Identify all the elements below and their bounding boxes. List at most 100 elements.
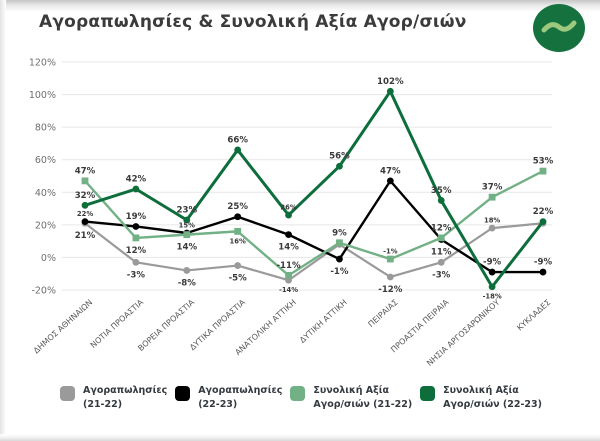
data-point bbox=[386, 273, 394, 281]
data-point bbox=[234, 213, 242, 221]
x-category-label: ΔΥΤΙΚΑ ΠΡΟΑΣΤΙΑ bbox=[188, 297, 247, 352]
data-point bbox=[539, 167, 547, 175]
data-label: -18% bbox=[483, 293, 502, 301]
y-tick-label: 100% bbox=[29, 90, 56, 101]
legend-item-2: Συνολική Αξία Αγορ/σιών (21-22) bbox=[290, 384, 412, 412]
data-label: -3% bbox=[127, 270, 146, 280]
data-label: 15% bbox=[179, 222, 195, 230]
legend-label: Αγοραπωλησίες (21-22) bbox=[83, 384, 167, 412]
legend-swatch-icon bbox=[175, 386, 191, 401]
data-label: 47% bbox=[380, 166, 401, 176]
legend-label-line: (22-23) bbox=[198, 398, 238, 410]
y-tick-label: 20% bbox=[35, 220, 56, 231]
data-point bbox=[234, 227, 242, 235]
data-label: 18% bbox=[484, 217, 500, 225]
data-point bbox=[336, 239, 343, 247]
legend-label-line: (21-22) bbox=[83, 398, 123, 410]
chart-svg: 120% 100% 80% 60% 40% 20% 0% -20%ΔΗΜΟΣ ΑΘΗΝΑΙΩΝ… bbox=[29, 58, 554, 368]
y-tick-label: 60% bbox=[35, 155, 56, 166]
legend-item-3: Συνολική Αξία Αγορ/σιών (22-23) bbox=[420, 384, 542, 412]
legend-label: Συνολική Αξία Αγορ/σιών (21-22) bbox=[313, 384, 412, 412]
data-label: -1% bbox=[383, 248, 398, 256]
y-tick-label: 0% bbox=[41, 253, 56, 264]
y-tick-label: -20% bbox=[31, 286, 56, 297]
data-label: -5% bbox=[229, 274, 248, 284]
data-label: 16% bbox=[230, 237, 246, 245]
data-label: 22% bbox=[533, 207, 554, 217]
data-label: -14% bbox=[279, 286, 298, 294]
legend-label-line: Αγορ/σιών (21-22) bbox=[313, 398, 413, 410]
data-label: 66% bbox=[227, 135, 248, 145]
legend-swatch-icon bbox=[60, 386, 75, 401]
window-bottom-gradient bbox=[0, 434, 600, 441]
legend-item-1: Αγοραπωλησίες (22-23) bbox=[175, 384, 282, 412]
data-point bbox=[285, 211, 292, 219]
data-point bbox=[488, 268, 496, 276]
legend-label-line: Αγοραπωλησίες bbox=[83, 385, 168, 396]
legend-item-0: Αγοραπωλησίες (21-22) bbox=[60, 384, 167, 412]
legend-label-line: Συνολική Αξία bbox=[443, 385, 519, 396]
legend-label-line: Αγοραπωλησίες bbox=[198, 385, 283, 396]
data-point bbox=[336, 255, 343, 263]
window-top-gradient bbox=[0, 0, 600, 12]
data-point bbox=[488, 224, 496, 232]
window-left-gradient bbox=[0, 0, 6, 441]
legend-label: Συνολική Αξία Αγορ/σιών (22-23) bbox=[443, 384, 542, 412]
legend-swatch-icon bbox=[420, 386, 436, 401]
legend-label: Αγοραπωλησίες (22-23) bbox=[198, 384, 282, 412]
data-label: 42% bbox=[126, 175, 147, 185]
data-label: 22% bbox=[77, 210, 93, 218]
data-label: 9% bbox=[332, 228, 347, 238]
x-category-label: ΔΗΜΟΣ ΑΘΗΝΑΙΩΝ bbox=[32, 298, 95, 356]
data-point bbox=[437, 258, 445, 266]
y-tick-label: 40% bbox=[35, 188, 56, 199]
data-point bbox=[539, 218, 547, 226]
logo-wave-icon bbox=[541, 20, 577, 33]
data-label: -9% bbox=[483, 258, 502, 268]
data-label: 26% bbox=[280, 204, 296, 212]
data-label: 47% bbox=[75, 166, 96, 176]
data-label: -8% bbox=[178, 278, 197, 288]
page-title: Αγοραπωλησίες & Συνολική Αξία Αγορ/σιών bbox=[39, 12, 467, 32]
data-point bbox=[437, 197, 445, 204]
data-label: 102% bbox=[377, 77, 404, 87]
data-point bbox=[285, 231, 292, 239]
series-line bbox=[83, 222, 545, 282]
data-point bbox=[234, 262, 242, 269]
data-point bbox=[234, 146, 242, 154]
data-label: -9% bbox=[534, 258, 553, 268]
data-point bbox=[132, 234, 140, 242]
data-point bbox=[183, 267, 191, 274]
chart-legend: Αγοραπωλησίες (21-22) Αγοραπωλησίες (22-23)… bbox=[60, 384, 542, 412]
x-category-label: ΒΟΡΕΙΑ ΠΡΟΑΣΤΙΑ bbox=[136, 297, 196, 353]
data-label: 56% bbox=[329, 152, 350, 162]
data-label: -3% bbox=[432, 270, 451, 280]
x-category-label: ΚΥΚΛΑΔΕΣ bbox=[515, 298, 552, 333]
legend-swatch-icon bbox=[290, 386, 306, 401]
data-label: 23% bbox=[176, 205, 197, 215]
data-label: -1% bbox=[330, 267, 349, 277]
data-label: 53% bbox=[533, 157, 554, 167]
data-label: 35% bbox=[431, 186, 452, 196]
data-label: 19% bbox=[126, 212, 147, 222]
data-label: 11% bbox=[431, 248, 452, 258]
data-label: -11% bbox=[276, 261, 301, 271]
series-line bbox=[83, 179, 545, 274]
data-point bbox=[132, 223, 140, 230]
data-point bbox=[132, 258, 140, 266]
data-label: 37% bbox=[482, 183, 503, 193]
y-tick-label: 80% bbox=[35, 123, 56, 134]
data-label: 12% bbox=[431, 223, 452, 233]
data-label: 32% bbox=[75, 191, 96, 201]
data-label: 14% bbox=[176, 243, 197, 253]
x-category-label: ΔΥΤΙΚΗ ΑΤΤΙΚΗ bbox=[298, 298, 349, 345]
data-point bbox=[183, 216, 191, 224]
data-point bbox=[183, 231, 191, 239]
legend-label-line: Συνολική Αξία bbox=[313, 385, 390, 396]
data-point bbox=[386, 177, 394, 185]
data-point bbox=[386, 87, 394, 95]
data-label: 21% bbox=[75, 231, 96, 241]
data-label: 12% bbox=[126, 246, 147, 256]
data-point bbox=[488, 283, 496, 291]
data-label: -12% bbox=[378, 285, 403, 295]
